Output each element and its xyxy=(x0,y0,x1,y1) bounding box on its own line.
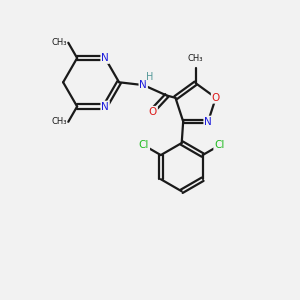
Text: Cl: Cl xyxy=(214,140,225,150)
Text: CH₃: CH₃ xyxy=(51,38,67,47)
Text: N: N xyxy=(101,101,109,112)
Text: CH₃: CH₃ xyxy=(51,117,67,126)
Text: O: O xyxy=(149,107,157,117)
Text: CH₃: CH₃ xyxy=(188,54,203,63)
Text: N: N xyxy=(204,116,212,127)
Text: Cl: Cl xyxy=(139,140,149,150)
Text: H: H xyxy=(146,72,153,82)
Text: N: N xyxy=(140,80,147,90)
Text: O: O xyxy=(212,93,220,103)
Text: N: N xyxy=(101,53,109,63)
